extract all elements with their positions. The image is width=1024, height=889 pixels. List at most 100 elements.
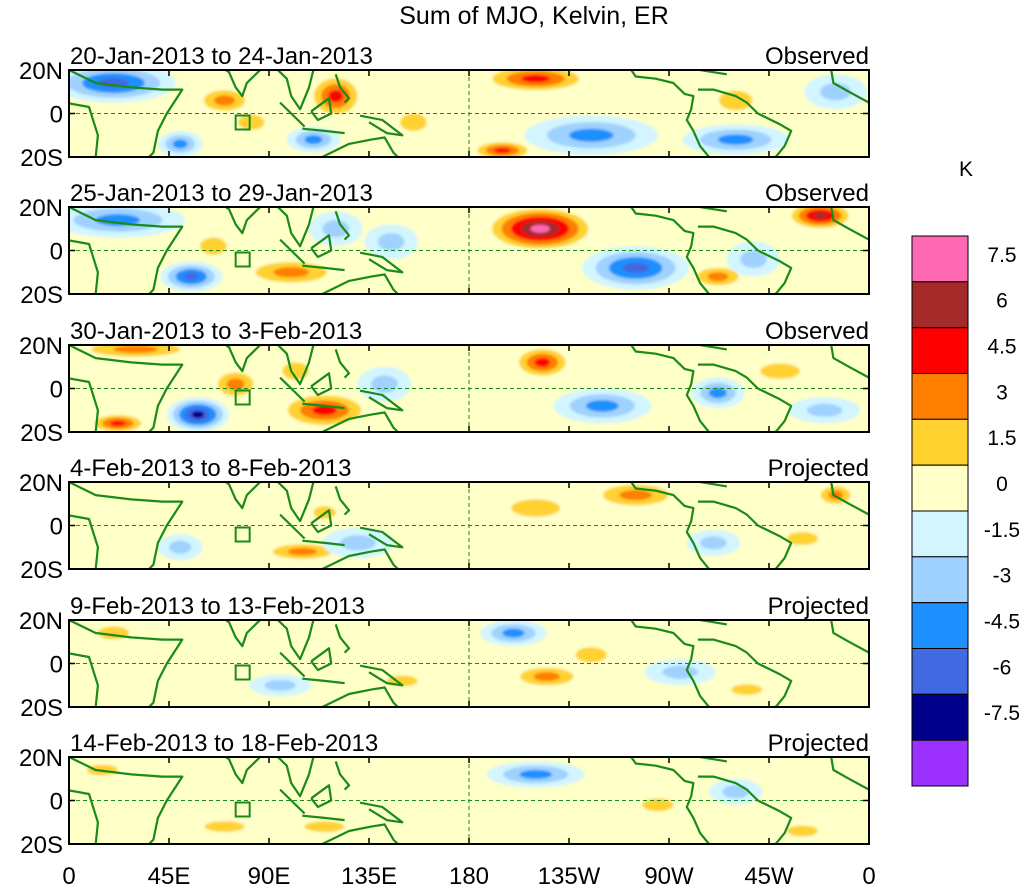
coastline [69, 620, 184, 707]
coastline [630, 345, 710, 432]
panel-status-label: Projected [768, 730, 869, 757]
anomaly-contour [110, 420, 126, 426]
coastline [302, 539, 345, 547]
panel-status-label: Projected [768, 593, 869, 620]
colorbar-swatch [911, 327, 969, 375]
anomaly-contour [200, 237, 227, 255]
map-panel: 20N 0 20S 4-Feb-2013 to 8-Feb-2013 Projected [19, 455, 870, 584]
coastline [830, 620, 869, 654]
coastline [69, 102, 99, 157]
anomaly-contour [304, 821, 345, 832]
anomaly-contour [377, 233, 405, 251]
anomaly-field [71, 759, 834, 842]
anomaly-contour [169, 540, 192, 554]
coastline [195, 70, 315, 111]
x-tick-label: 90W [644, 863, 694, 889]
y-tick-label: 0 [50, 514, 63, 541]
anomaly-contour [619, 489, 652, 501]
coastline [630, 207, 710, 294]
map-panel: 20N 0 20S 25-Jan-2013 to 29-Jan-2013 Observe… [19, 180, 870, 309]
region-box [234, 114, 251, 131]
panel-period-label: 9-Feb-2013 to 13-Feb-2013 [70, 593, 365, 620]
coastline [321, 273, 399, 294]
anomaly-contour [204, 821, 245, 832]
y-tick-label: 20N [19, 58, 63, 85]
coastline [321, 136, 399, 157]
panel-period-label: 25-Jan-2013 to 29-Jan-2013 [70, 180, 373, 207]
coastline [69, 345, 184, 432]
colorbar-swatch [911, 510, 969, 558]
coastline [69, 652, 99, 707]
coastline [630, 757, 710, 844]
region-box [234, 389, 251, 406]
coastline [279, 788, 306, 815]
colorbar-tick-label: -7.5 [984, 702, 1020, 725]
panel-status-label: Observed [765, 43, 869, 70]
coastline [195, 482, 315, 523]
anomaly-contour [183, 272, 200, 281]
colorbar-swatch [911, 464, 969, 512]
map-panel: 20N 0 20S 30-Jan-2013 to 3-Feb-2013 Observed [19, 318, 870, 447]
anomaly-contour [707, 272, 729, 281]
colorbar-swatch [911, 556, 969, 604]
coastline [195, 207, 315, 248]
panel-period-label: 20-Jan-2013 to 24-Jan-2013 [70, 43, 373, 70]
coastline [359, 114, 404, 137]
y-tick-label: 20N [19, 745, 63, 772]
coastline [69, 70, 184, 157]
x-tick-label: 0 [862, 863, 875, 889]
coastline [195, 620, 315, 661]
anomaly-contour [521, 74, 551, 83]
anomaly-field [69, 70, 867, 157]
anomaly-contour [226, 378, 245, 390]
map-panel: 20N 0 20S 20-Jan-2013 to 24-Jan-2013 Observe… [19, 43, 870, 172]
coastline [321, 823, 399, 844]
coastline [302, 677, 345, 685]
y-tick-label: 20S [20, 282, 63, 309]
colorbar-swatch [911, 739, 969, 787]
x-tick-label: 0 [62, 863, 75, 889]
x-tick-label: 135E [341, 863, 397, 889]
x-axis: 0 45E 90E 135E 180 135W 90W 45W 0 [62, 863, 875, 889]
anomaly-contour [786, 825, 818, 837]
map-panel: 20N 0 20S 9-Feb-2013 to 13-Feb-2013 Projecte… [19, 593, 870, 722]
coastline [830, 757, 869, 791]
anomaly-contour [530, 224, 550, 233]
y-tick-label: 20N [19, 333, 63, 360]
y-tick-label: 20N [19, 470, 63, 497]
anomaly-contour [731, 684, 763, 695]
colorbar-tick-label: 1.5 [987, 427, 1016, 450]
x-tick-label: 90E [248, 863, 291, 889]
panel-period-label: 4-Feb-2013 to 8-Feb-2013 [70, 455, 352, 482]
colorbar-tick-label: 0 [996, 473, 1008, 496]
anomaly-field [157, 482, 858, 563]
anomaly-contour [622, 262, 649, 274]
anomaly-field [69, 207, 856, 292]
anomaly-contour [191, 411, 205, 419]
x-tick-label: 135W [538, 863, 601, 889]
colorbar-tick-label: -3 [993, 565, 1012, 588]
region-box [234, 526, 251, 543]
coastline [334, 486, 351, 516]
y-tick-label: 0 [50, 239, 63, 266]
y-tick-label: 0 [50, 789, 63, 816]
colorbar-swatch [911, 281, 969, 329]
coastline [630, 482, 710, 569]
coastline [69, 377, 99, 432]
anomaly-contour [519, 770, 552, 779]
y-tick-label: 0 [50, 102, 63, 129]
anomaly-contour [95, 214, 141, 226]
coastline [830, 70, 869, 104]
colorbar: 7.5 6 4.5 3 1.5 0 -1.5 -3 -4.5 -6 -7.5 K [911, 158, 1020, 787]
panel-status-label: Projected [768, 455, 869, 482]
coastline [334, 349, 351, 379]
coastline [69, 789, 99, 844]
panel-group: 20N 0 20S 20-Jan-2013 to 24-Jan-2013 Observe… [19, 43, 870, 859]
anomaly-contour [740, 250, 767, 268]
coastline [69, 239, 99, 294]
coastline [302, 814, 345, 822]
anomaly-contour [511, 499, 561, 517]
x-tick-label: 45E [148, 863, 191, 889]
anomaly-contour [533, 672, 561, 681]
anomaly-contour [586, 400, 619, 412]
